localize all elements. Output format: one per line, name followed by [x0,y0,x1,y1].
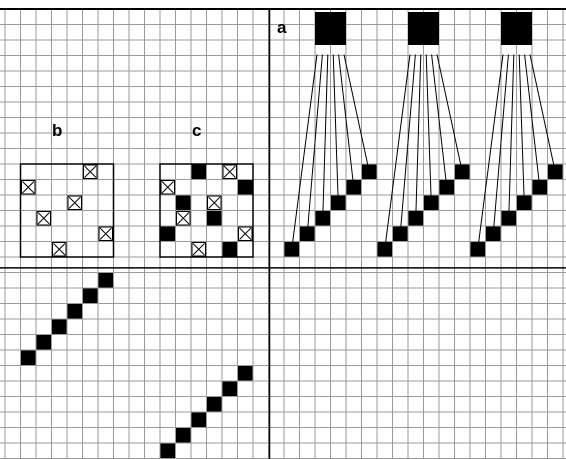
fan-target-square [470,242,485,257]
panel-b-label: b [52,121,62,140]
diagonal-square [67,304,82,319]
cross-mark [98,226,113,241]
diagonal-square [176,428,191,443]
diagonal-square [36,335,51,350]
fan-line [436,54,463,172]
hub-block [501,12,532,45]
cross-mark [222,164,237,179]
filled-square [160,226,175,241]
fan-line [343,54,370,172]
fan-line [529,54,556,172]
fan-line [399,54,416,234]
fan-target-square [548,164,563,179]
hub-block [315,12,346,45]
fan-target-square [424,195,439,210]
cross-stroke [208,196,221,209]
cross-stroke [53,243,66,256]
filled-square [191,164,206,179]
cross-stroke [22,181,35,194]
panel-c-label: c [192,121,201,140]
cross-stroke [37,212,50,225]
cross-stroke [84,165,97,178]
background-grid [0,8,566,459]
filled-square [207,211,222,226]
diagonal-square [238,366,253,381]
hub-block [408,12,439,45]
panel-b-box [19,163,115,258]
diagonal-square [98,273,113,288]
fan-target-square [362,164,377,179]
fan-target-square [486,226,501,241]
fan-target-square [331,195,346,210]
fan-line [492,54,509,234]
lower-diagonals [21,273,253,458]
filled-square [238,180,253,195]
fan-target-square [346,180,361,195]
fan-target-square [408,211,423,226]
filled-square [176,195,191,210]
fan-line [518,54,525,203]
cross-mark [191,242,206,257]
fan-line [332,54,339,203]
diagonal-square [191,412,206,427]
fan-target-square [393,226,408,241]
filled-square [222,242,237,257]
fan-target-square [501,211,516,226]
diagonal-square [21,350,36,365]
diagonal-square [52,319,67,334]
cross-stroke [177,212,190,225]
fan-line [415,54,422,219]
cross-mark [160,180,175,195]
diagonal-square [222,381,237,396]
cross-stroke [239,227,252,240]
cross-mark [207,195,222,210]
fan-target-square [532,180,547,195]
fan-line [291,54,318,250]
fan-target-square [439,180,454,195]
panel-c-box [159,163,254,258]
cross-mark [21,180,36,195]
fan-line [508,54,515,219]
fan-line [384,54,411,250]
cross-stroke [99,227,112,240]
cross-mark [238,226,253,241]
fan-target-square [377,242,392,257]
cross-stroke [161,181,174,194]
panel-a-fan-diagram [284,12,563,257]
cross-mark [83,164,98,179]
fan-target-square [517,195,532,210]
cross-mark [67,195,82,210]
fan-line [338,54,355,188]
cross-stroke [192,243,205,256]
diagonal-square [207,397,222,412]
fan-line [306,54,323,234]
diagonal-square [83,288,98,303]
fan-target-square [284,242,299,257]
cross-mark [52,242,67,257]
cross-mark [176,211,191,226]
cross-mark [36,211,51,226]
cross-stroke [68,196,81,209]
fan-line [431,54,448,188]
panel-b-cross-pattern [19,163,115,258]
fan-line [477,54,504,250]
fan-target-square [300,226,315,241]
panel-c-mixed-pattern [159,163,254,258]
fan-target-square [455,164,470,179]
fan-target-square [315,211,330,226]
diagonal-square [160,443,175,458]
fan-line [425,54,432,203]
panel-a-label: a [277,18,287,37]
fan-line [524,54,541,188]
fan-line [322,54,329,219]
cross-stroke [223,165,236,178]
panel-dividers [0,9,566,459]
